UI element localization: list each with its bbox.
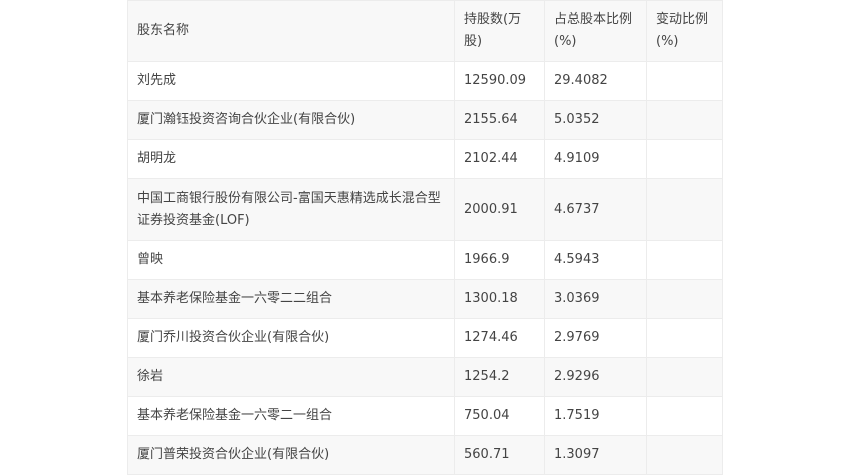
cell-name: 刘先成 xyxy=(127,61,455,101)
cell-shares: 1274.46 xyxy=(454,318,545,358)
cell-shares: 750.04 xyxy=(454,396,545,436)
table-header-row: 股东名称 持股数(万股) 占总股本比例(%) 变动比例(%) xyxy=(127,0,723,62)
cell-name: 基本养老保险基金一六零二二组合 xyxy=(127,279,455,319)
cell-shares: 12590.09 xyxy=(454,61,545,101)
cell-pct: 5.0352 xyxy=(544,100,647,140)
cell-pct: 3.0369 xyxy=(544,279,647,319)
header-change: 变动比例(%) xyxy=(646,0,723,62)
header-shares: 持股数(万股) xyxy=(454,0,545,62)
table-row: 刘先成 12590.09 29.4082 xyxy=(127,61,723,101)
cell-shares: 560.71 xyxy=(454,435,545,475)
cell-shares: 2155.64 xyxy=(454,100,545,140)
cell-change xyxy=(646,61,723,101)
cell-change xyxy=(646,100,723,140)
cell-change xyxy=(646,318,723,358)
cell-shares: 1300.18 xyxy=(454,279,545,319)
cell-pct: 2.9769 xyxy=(544,318,647,358)
cell-name: 厦门普荣投资合伙企业(有限合伙) xyxy=(127,435,455,475)
cell-name: 厦门乔川投资合伙企业(有限合伙) xyxy=(127,318,455,358)
cell-name: 徐岩 xyxy=(127,357,455,397)
cell-change xyxy=(646,396,723,436)
cell-name: 曾映 xyxy=(127,240,455,280)
table-row: 厦门普荣投资合伙企业(有限合伙) 560.71 1.3097 xyxy=(127,435,723,475)
table-row: 胡明龙 2102.44 4.9109 xyxy=(127,139,723,179)
table-row: 曾映 1966.9 4.5943 xyxy=(127,240,723,280)
table-row: 基本养老保险基金一六零二一组合 750.04 1.7519 xyxy=(127,396,723,436)
cell-pct: 29.4082 xyxy=(544,61,647,101)
table-row: 徐岩 1254.2 2.9296 xyxy=(127,357,723,397)
cell-change xyxy=(646,139,723,179)
table-row: 基本养老保险基金一六零二二组合 1300.18 3.0369 xyxy=(127,279,723,319)
shareholders-table: 股东名称 持股数(万股) 占总股本比例(%) 变动比例(%) 刘先成 12590.… xyxy=(127,0,723,475)
cell-shares: 1254.2 xyxy=(454,357,545,397)
cell-name: 基本养老保险基金一六零二一组合 xyxy=(127,396,455,436)
table-row: 厦门乔川投资合伙企业(有限合伙) 1274.46 2.9769 xyxy=(127,318,723,358)
cell-shares: 2000.91 xyxy=(454,178,545,241)
cell-pct: 1.7519 xyxy=(544,396,647,436)
cell-shares: 2102.44 xyxy=(454,139,545,179)
cell-change xyxy=(646,357,723,397)
cell-name: 中国工商银行股份有限公司-富国天惠精选成长混合型证券投资基金(LOF) xyxy=(127,178,455,241)
cell-pct: 1.3097 xyxy=(544,435,647,475)
cell-pct: 4.5943 xyxy=(544,240,647,280)
table-row: 中国工商银行股份有限公司-富国天惠精选成长混合型证券投资基金(LOF) 2000.… xyxy=(127,178,723,241)
cell-name: 厦门瀚钰投资咨询合伙企业(有限合伙) xyxy=(127,100,455,140)
cell-change xyxy=(646,279,723,319)
cell-shares: 1966.9 xyxy=(454,240,545,280)
cell-change xyxy=(646,240,723,280)
cell-pct: 4.9109 xyxy=(544,139,647,179)
header-pct: 占总股本比例(%) xyxy=(544,0,647,62)
cell-pct: 2.9296 xyxy=(544,357,647,397)
cell-change xyxy=(646,178,723,241)
header-name: 股东名称 xyxy=(127,0,455,62)
cell-name: 胡明龙 xyxy=(127,139,455,179)
table-row: 厦门瀚钰投资咨询合伙企业(有限合伙) 2155.64 5.0352 xyxy=(127,100,723,140)
cell-change xyxy=(646,435,723,475)
cell-pct: 4.6737 xyxy=(544,178,647,241)
